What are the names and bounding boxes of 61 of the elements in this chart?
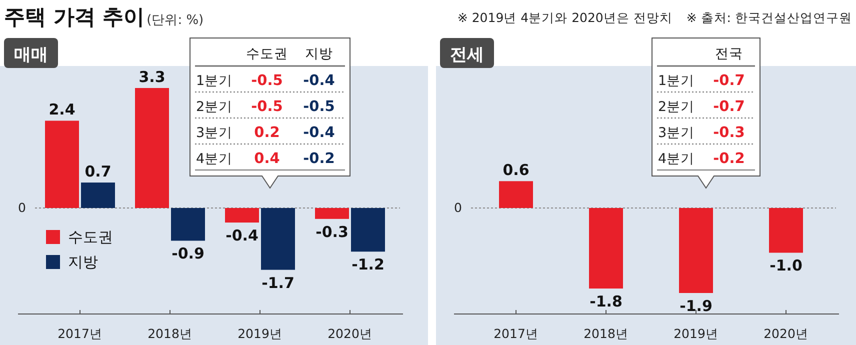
ref-line-label: 0 (454, 200, 462, 215)
text: -0.7 (713, 99, 745, 115)
bar (261, 208, 295, 270)
bar (135, 88, 169, 208)
text: 2분기 (658, 99, 695, 115)
annotation: -0.4 (303, 73, 335, 89)
chart-title: 매매 (14, 45, 48, 65)
text: -0.2 (713, 151, 745, 167)
data-label: -1.0 (770, 256, 802, 275)
annotation: -0.5 (251, 99, 283, 115)
x-tick-label: 2017년 (494, 326, 538, 341)
text: 3분기 (658, 125, 695, 141)
data-label: -1.7 (262, 274, 294, 292)
annotation: 0.2 (254, 125, 280, 141)
bar (225, 208, 259, 223)
data-label: -0.3 (316, 222, 348, 241)
bar (351, 208, 385, 252)
data-label: 0.7 (84, 162, 112, 181)
text: 주택 가격 추이 (4, 5, 145, 29)
x-tick-label: 2018년 (584, 326, 628, 341)
text: 지방 (305, 46, 333, 62)
text: (단위: %) (146, 13, 204, 28)
x-tick-label: 2018년 (148, 326, 192, 341)
annotation: 3분기 (196, 125, 233, 141)
x-tick-label: 2020년 (764, 326, 808, 341)
text: -0.7 (713, 73, 745, 89)
chart-title: 전세 (450, 45, 484, 65)
annotation: 1분기 (196, 73, 233, 89)
data-label: 2.4 (48, 100, 76, 119)
x-tick-label: 2019년 (674, 326, 718, 341)
data-label: 0.6 (502, 161, 530, 180)
data-label: -1.9 (680, 297, 712, 315)
annotation: 4분기 (196, 151, 233, 167)
bar (45, 120, 79, 208)
data-label: 3.3 (138, 68, 166, 86)
annotation: 0.4 (254, 151, 280, 167)
bar (81, 182, 115, 208)
text: -0.3 (713, 125, 745, 141)
data-label: -1.2 (352, 256, 384, 274)
legend-label: 지방 (68, 253, 98, 271)
text: ※ 2019년 4분기와 2020년은 전망치 (457, 10, 672, 25)
annotation: -0.5 (251, 73, 283, 89)
text: 1분기 (658, 73, 695, 89)
text: 전국 (715, 46, 743, 62)
data-label: -0.4 (226, 226, 258, 245)
bar (315, 208, 349, 219)
text: 4분기 (658, 151, 695, 167)
legend-label: 수도권 (68, 228, 113, 246)
ref-line-label: 0 (18, 200, 26, 215)
data-label: -0.9 (172, 244, 204, 263)
annotation: -0.5 (303, 99, 335, 115)
bar (171, 208, 205, 241)
x-tick-label: 2020년 (328, 326, 372, 341)
x-tick-label: 2019년 (238, 326, 282, 341)
x-tick-label: 2017년 (58, 326, 102, 341)
annotation: -0.4 (303, 125, 335, 141)
text: 수도권 (246, 46, 288, 62)
data-label: -1.8 (590, 292, 622, 311)
text: ※ 출처: 한국건설산업연구원 (686, 10, 852, 25)
annotation: 2분기 (196, 99, 233, 115)
annotation: -0.2 (303, 151, 335, 167)
